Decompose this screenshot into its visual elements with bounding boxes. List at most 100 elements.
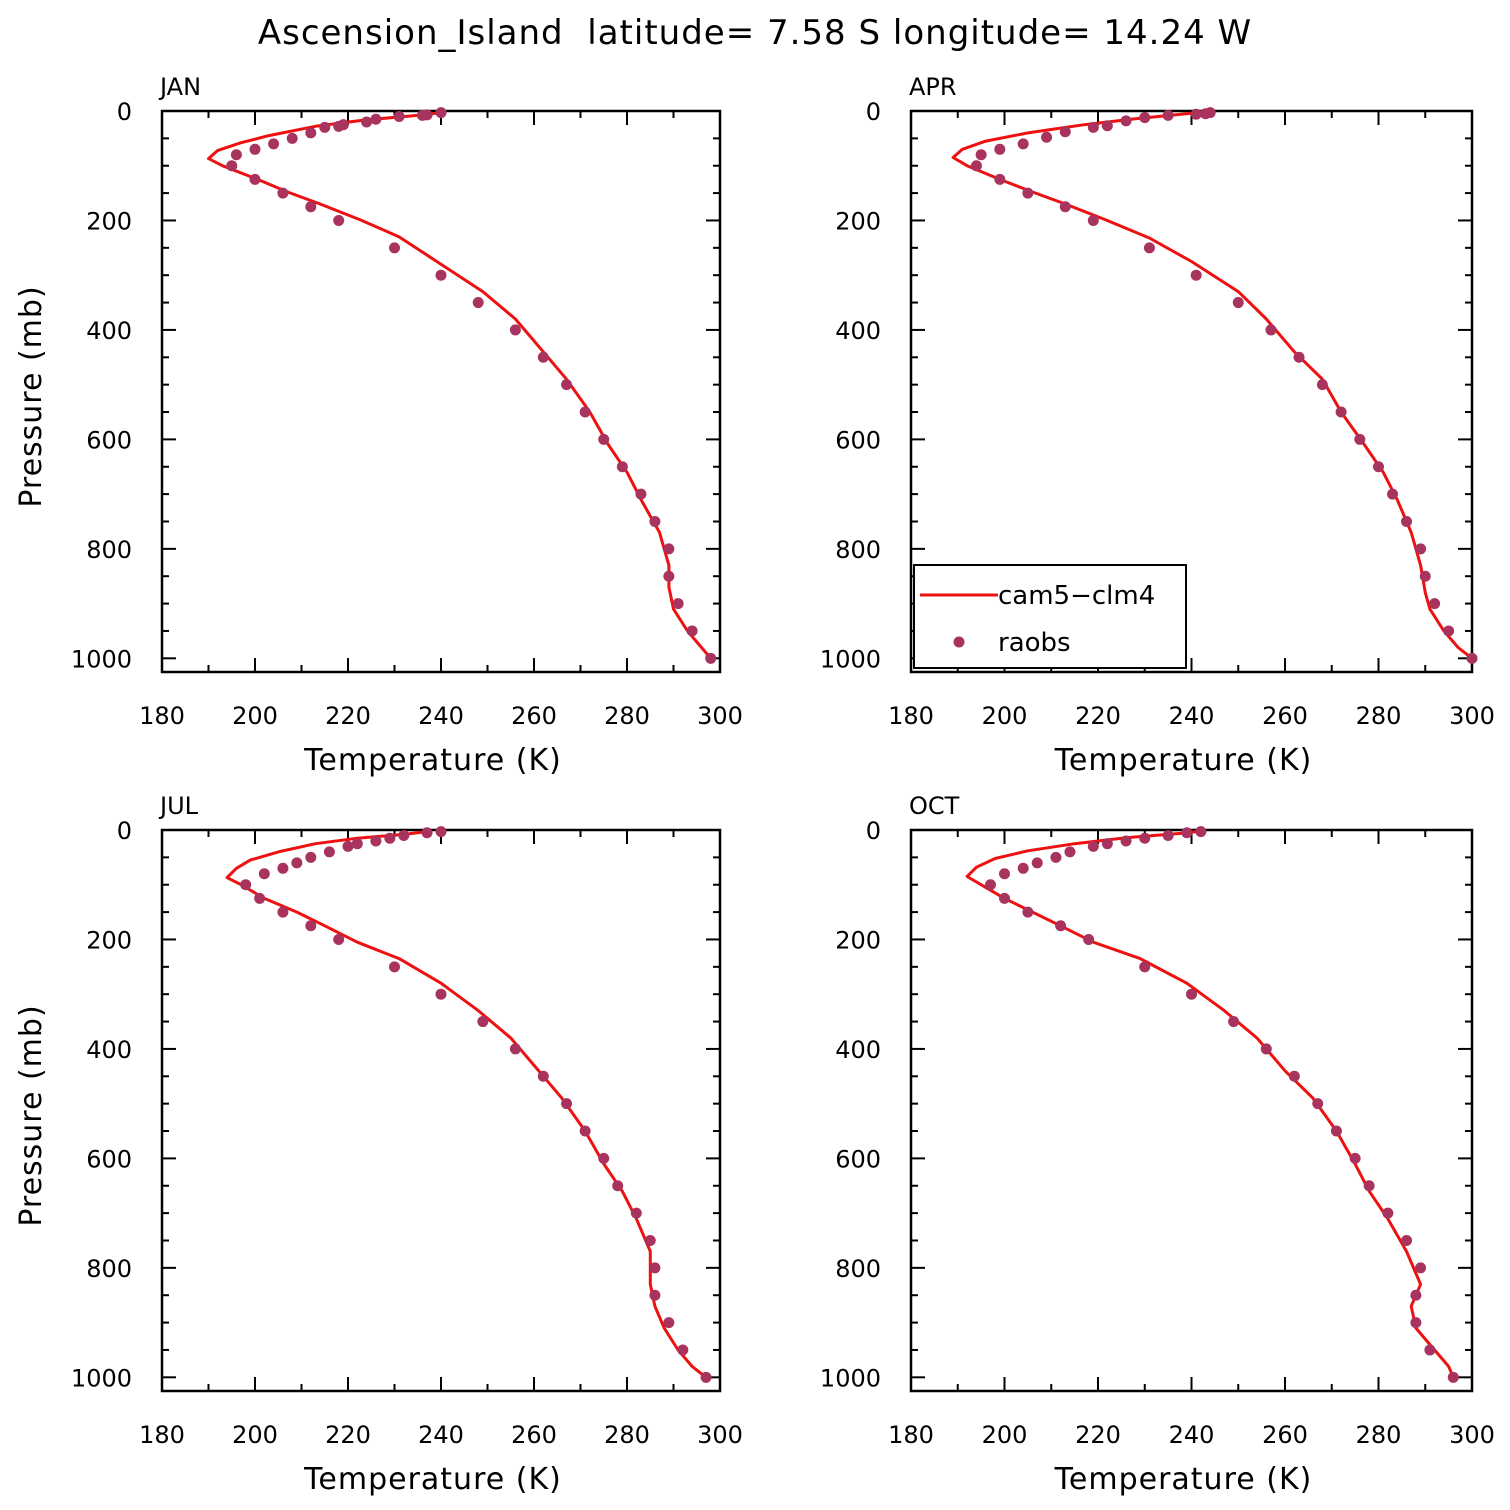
obs-point xyxy=(1354,433,1366,445)
x-tick-label: 240 xyxy=(1169,702,1215,730)
obs-point xyxy=(686,625,698,637)
plot-frame-jan xyxy=(160,109,722,674)
obs-point xyxy=(1050,851,1062,863)
obs-point xyxy=(305,127,317,139)
y-tick-label: 1000 xyxy=(820,645,881,673)
obs-point xyxy=(1017,138,1029,150)
obs-point xyxy=(1087,214,1099,226)
obs-point xyxy=(305,201,317,213)
obs-point xyxy=(472,297,484,309)
obs-point xyxy=(1059,201,1071,213)
plot-frame-oct xyxy=(909,828,1474,1393)
obs-point xyxy=(1162,109,1174,121)
obs-point xyxy=(1363,1180,1375,1192)
obs-point xyxy=(286,132,298,144)
obs-point xyxy=(663,1317,675,1329)
obs-point xyxy=(663,543,675,555)
x-tick-label: 240 xyxy=(418,1421,464,1449)
obs-point xyxy=(333,120,345,132)
y-tick-label: 800 xyxy=(86,536,132,564)
legend: cam5−clm4 raobs xyxy=(913,564,1187,669)
obs-point xyxy=(435,269,447,281)
figure-title: Ascension_Island latitude= 7.58 S longit… xyxy=(258,13,1252,53)
series-line-model-jan xyxy=(207,111,712,660)
x-tick-label: 300 xyxy=(1449,1421,1495,1449)
obs-point xyxy=(351,838,363,850)
obs-point xyxy=(277,906,289,918)
obs-point xyxy=(1424,1344,1436,1356)
obs-point xyxy=(305,851,317,863)
obs-point xyxy=(1200,108,1212,120)
obs-point xyxy=(1143,242,1155,254)
obs-point xyxy=(970,160,982,172)
obs-point xyxy=(1373,461,1384,473)
obs-point xyxy=(370,835,382,847)
x-tick-label: 280 xyxy=(604,1421,650,1449)
obs-point xyxy=(249,143,261,155)
obs-point xyxy=(1139,961,1151,973)
obs-point xyxy=(435,826,447,838)
y-axis-title: Pressure (mb) xyxy=(14,1004,49,1226)
obs-point xyxy=(561,1098,573,1110)
x-axis-title: Temperature (K) xyxy=(303,1462,562,1497)
obs-point xyxy=(1265,324,1277,336)
obs-point xyxy=(1415,1262,1427,1274)
obs-point xyxy=(509,324,521,336)
obs-point xyxy=(1087,840,1099,852)
obs-point xyxy=(1382,1207,1394,1219)
y-tick-label: 0 xyxy=(866,98,881,126)
obs-point xyxy=(999,868,1010,880)
obs-point xyxy=(277,862,289,874)
y-tick-label: 600 xyxy=(835,1145,881,1173)
obs-point xyxy=(333,214,345,226)
panel-label-jan: JAN xyxy=(158,73,201,101)
obs-point xyxy=(1288,1070,1300,1082)
obs-point xyxy=(1083,933,1095,945)
y-tick-label: 1000 xyxy=(71,1364,132,1392)
obs-point xyxy=(1293,351,1305,363)
obs-point xyxy=(226,160,238,172)
obs-point xyxy=(342,840,354,852)
legend-label: raobs xyxy=(998,628,1071,658)
obs-point xyxy=(1162,829,1174,841)
x-tick-label: 280 xyxy=(1356,702,1402,730)
obs-point xyxy=(389,961,400,973)
obs-point xyxy=(240,879,252,891)
x-tick-label: 200 xyxy=(982,702,1028,730)
obs-point xyxy=(319,121,331,133)
y-tick-label: 0 xyxy=(866,817,881,845)
obs-point xyxy=(1401,1234,1413,1246)
obs-point xyxy=(537,351,549,363)
panels: JAN 180 200 220 240 260 280 300 0 200 400 600 800 100… xyxy=(14,73,1495,1497)
obs-point xyxy=(305,920,317,932)
obs-point xyxy=(598,1152,610,1164)
obs-point xyxy=(370,113,382,125)
obs-point xyxy=(1387,488,1399,500)
x-tick-label: 180 xyxy=(139,1421,185,1449)
obs-point xyxy=(1195,826,1207,838)
obs-point xyxy=(1041,131,1053,143)
panel-jul: JUL 180 200 220 240 260 280 300 0 200 400 600 800 100… xyxy=(14,792,743,1497)
x-tick-label: 180 xyxy=(139,702,185,730)
y-tick-label: 1000 xyxy=(820,1364,881,1392)
obs-point xyxy=(1349,1152,1361,1164)
obs-point xyxy=(1055,920,1067,932)
obs-point xyxy=(1031,857,1043,869)
obs-point xyxy=(323,846,335,858)
y-tick-label: 200 xyxy=(86,207,132,235)
x-tick-label: 300 xyxy=(697,702,743,730)
obs-point xyxy=(1335,406,1347,418)
obs-point xyxy=(1410,1317,1422,1329)
x-tick-label: 260 xyxy=(1262,1421,1308,1449)
obs-point xyxy=(579,406,591,418)
obs-point xyxy=(598,433,610,445)
y-tick-label: 800 xyxy=(86,1255,132,1283)
x-tick-label: 260 xyxy=(511,1421,557,1449)
obs-point xyxy=(994,143,1006,155)
obs-point xyxy=(705,652,717,664)
panel-label-apr: APR xyxy=(909,73,957,101)
plot-frame-jul xyxy=(160,828,722,1393)
x-tick-label: 220 xyxy=(325,702,371,730)
x-axis-title: Temperature (K) xyxy=(303,743,562,778)
y-tick-label: 0 xyxy=(117,817,132,845)
